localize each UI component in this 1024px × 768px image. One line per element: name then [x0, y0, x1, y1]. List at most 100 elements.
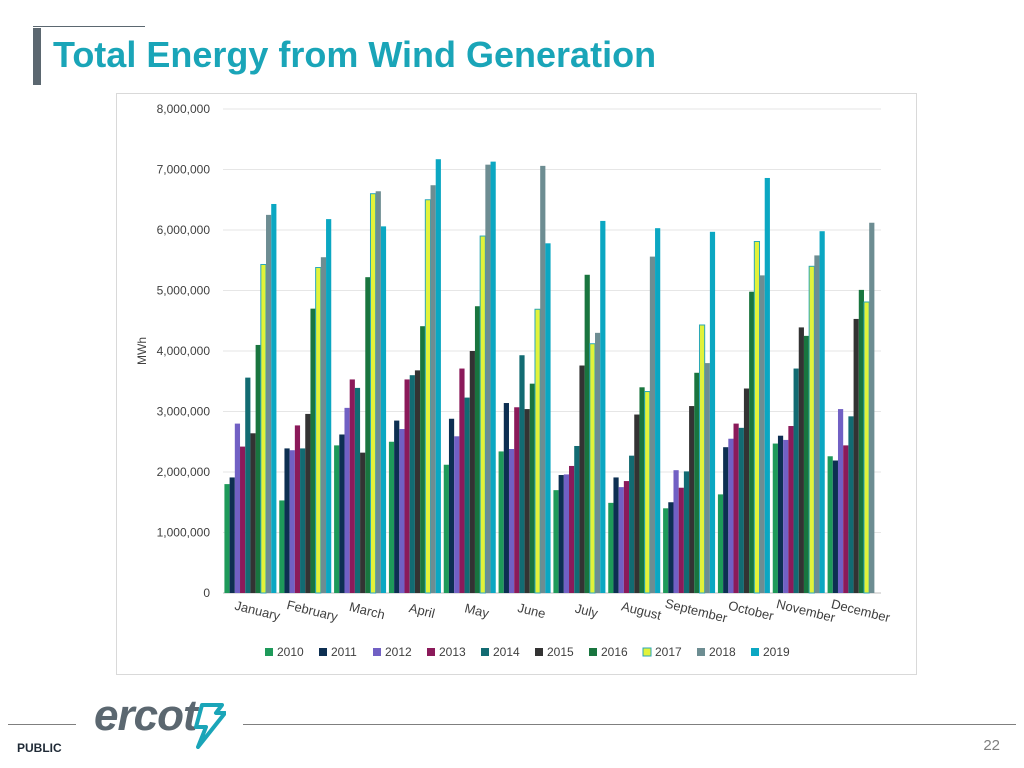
bar-2014-may — [464, 397, 470, 593]
y-tick-label: 7,000,000 — [157, 163, 211, 177]
x-tick-label: January — [233, 598, 282, 624]
legend-swatch-2016 — [589, 648, 597, 656]
bar-2010-october — [717, 494, 724, 593]
x-tick-label: September — [664, 596, 730, 626]
footer-rule-right — [243, 724, 1016, 725]
bar-2018-april — [430, 185, 436, 593]
bar-2011-april — [394, 420, 400, 593]
bar-2011-january — [229, 477, 235, 593]
bar-2014-february — [300, 448, 306, 593]
ercot-logo: ercot — [94, 691, 229, 751]
bar-2019-july — [600, 220, 606, 594]
bar-2011-october — [723, 447, 729, 593]
legend-swatch-2011 — [319, 648, 327, 656]
bar-2019-august — [655, 228, 661, 593]
bar-2015-august — [634, 414, 640, 593]
bar-2016-august — [639, 387, 645, 593]
bar-2017-september — [698, 324, 706, 594]
x-tick-label: February — [285, 597, 340, 624]
bar-2015-december — [853, 318, 859, 593]
bar-2018-december — [869, 222, 875, 594]
bar-2017-february — [315, 267, 322, 594]
x-tick-label: June — [516, 600, 547, 621]
bar-2016-march — [365, 277, 371, 593]
y-tick-label: 3,000,000 — [157, 405, 211, 419]
bar-2011-july — [558, 475, 564, 593]
bar-2010-august — [608, 502, 614, 593]
legend-swatch-2018 — [697, 648, 705, 656]
bar-2017-august — [644, 391, 651, 594]
x-tick-label: October — [727, 598, 776, 624]
bar-2013-february — [294, 425, 301, 593]
bar-2016-april — [420, 326, 426, 593]
legend-label-2011: 2011 — [331, 645, 357, 659]
legend-swatch-2019 — [751, 648, 759, 656]
bar-2016-october — [749, 291, 755, 593]
y-tick-label: 2,000,000 — [157, 465, 211, 479]
legend-label-2016: 2016 — [601, 645, 628, 659]
bar-2015-june — [524, 409, 530, 593]
bar-2014-september — [683, 471, 690, 593]
x-tick-label: March — [348, 599, 387, 622]
legend-swatch-2014 — [481, 648, 489, 656]
legend-swatch-2015 — [535, 648, 543, 656]
bar-2014-august — [629, 455, 635, 593]
bar-2019-march — [380, 226, 387, 593]
bar-2018-june — [540, 165, 546, 593]
bar-2012-october — [728, 438, 734, 593]
bar-2017-may — [479, 235, 486, 594]
bar-2011-march — [339, 434, 345, 593]
bar-2015-september — [689, 406, 695, 593]
bar-2013-may — [459, 368, 465, 593]
bar-2019-september — [709, 231, 716, 593]
bar-2010-november — [772, 443, 778, 593]
bar-2018-october — [759, 275, 765, 593]
bar-2013-april — [404, 379, 410, 593]
bar-2018-july — [595, 332, 601, 593]
bar-2015-may — [469, 351, 475, 593]
legend-swatch-2012 — [373, 648, 381, 656]
legend-label-2010: 2010 — [277, 645, 304, 659]
bar-2015-march — [360, 452, 366, 593]
bar-2010-march — [334, 445, 340, 593]
lightning-bolt-icon — [194, 703, 226, 749]
bar-2016-june — [529, 383, 535, 593]
x-tick-label: April — [408, 600, 437, 621]
page-number: 22 — [983, 737, 1000, 754]
bar-2015-october — [743, 388, 750, 593]
bar-2013-march — [349, 379, 355, 593]
bar-2013-august — [623, 481, 630, 593]
legend-swatch-2010 — [265, 648, 273, 656]
bar-2015-july — [579, 365, 585, 593]
bar-2017-january — [260, 263, 267, 594]
bar-2012-november — [783, 439, 789, 593]
y-tick-label: 8,000,000 — [157, 102, 211, 116]
bar-2019-november — [819, 231, 825, 593]
footer-public-label: PUBLIC — [17, 741, 62, 755]
bar-2012-december — [837, 409, 844, 593]
bar-2016-february — [310, 308, 316, 593]
bar-2017-june — [534, 308, 541, 594]
bar-2011-june — [503, 403, 509, 593]
x-tick-label: August — [620, 598, 663, 622]
bar-2017-october — [753, 240, 761, 594]
bar-2010-july — [553, 490, 559, 593]
bar-2012-march — [344, 407, 350, 593]
wind-energy-chart: 0 1,000,000 2,000,000 3,000,000 4,000,000 5,0… — [135, 102, 892, 659]
bar-2010-december — [827, 456, 833, 593]
legend-swatch-2013 — [427, 648, 435, 656]
bar-2015-february — [305, 413, 311, 593]
y-tick-label: 5,000,000 — [157, 284, 211, 298]
bar-2015-november — [798, 327, 804, 593]
bar-2016-january — [255, 344, 261, 593]
bar-2013-june — [514, 407, 520, 593]
bar-2013-october — [733, 423, 739, 593]
legend-label-2015: 2015 — [547, 645, 574, 659]
y-tick-label: 4,000,000 — [157, 344, 211, 358]
bar-2017-april — [424, 199, 432, 594]
bar-2011-february — [284, 448, 290, 593]
bar-2015-april — [414, 370, 421, 593]
bar-2018-august — [649, 256, 656, 593]
x-tick-label: July — [573, 601, 600, 621]
bar-2015-january — [250, 433, 256, 593]
